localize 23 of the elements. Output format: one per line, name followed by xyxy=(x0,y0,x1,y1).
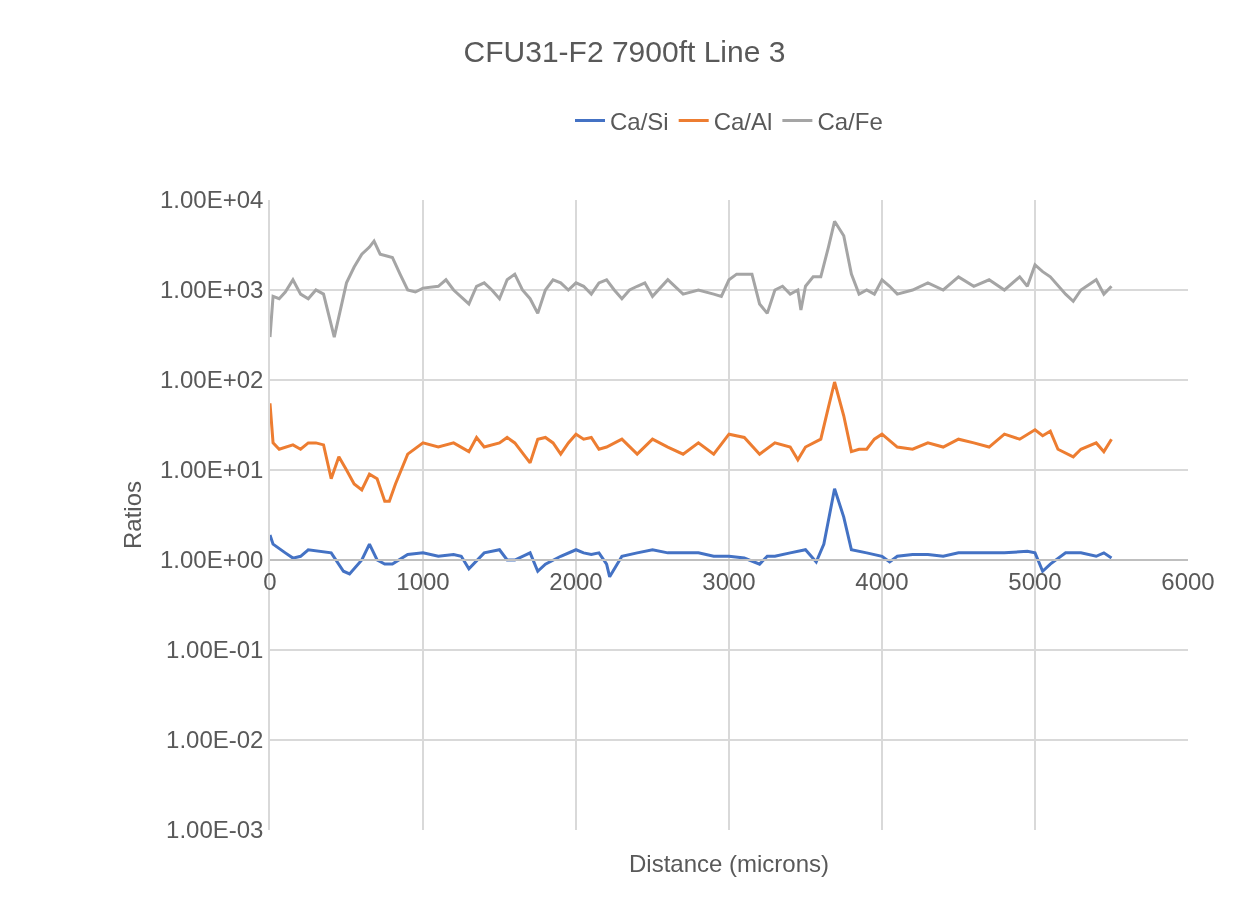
y-tick-label: 1.00E-01 xyxy=(166,636,264,664)
x-tick-label: 2000 xyxy=(549,567,603,595)
y-tick-label: 1.00E+00 xyxy=(160,546,264,574)
y-tick-label: 1.00E-03 xyxy=(166,816,264,844)
x-tick-label: 0 xyxy=(263,567,277,595)
x-tick-label: 4000 xyxy=(855,567,909,595)
line-series xyxy=(270,380,1113,503)
y-tick-label: 1.00E-02 xyxy=(166,726,264,754)
chart-title: CFU31-F2 7900ft Line 3 xyxy=(463,34,786,68)
y-tick-label: 1.00E+03 xyxy=(160,276,264,304)
legend-label: Ca/Fe xyxy=(817,107,883,135)
x-tick-label: 3000 xyxy=(702,567,756,595)
x-tick-label: 6000 xyxy=(1161,567,1215,595)
y-tick-label: 1.00E+04 xyxy=(160,186,264,214)
x-axis-title: Distance (microns) xyxy=(629,850,830,877)
line-series xyxy=(270,219,1113,339)
x-tick-label: 1000 xyxy=(396,567,450,595)
y-tick-label: 1.00E+02 xyxy=(160,366,264,394)
y-tick-label: 1.00E+01 xyxy=(160,456,264,484)
y-axis-title: Ratios xyxy=(118,480,146,550)
legend-label: Ca/Si xyxy=(610,107,669,135)
x-tick-label: 5000 xyxy=(1008,567,1062,595)
legend-label: Ca/Al xyxy=(713,107,773,135)
